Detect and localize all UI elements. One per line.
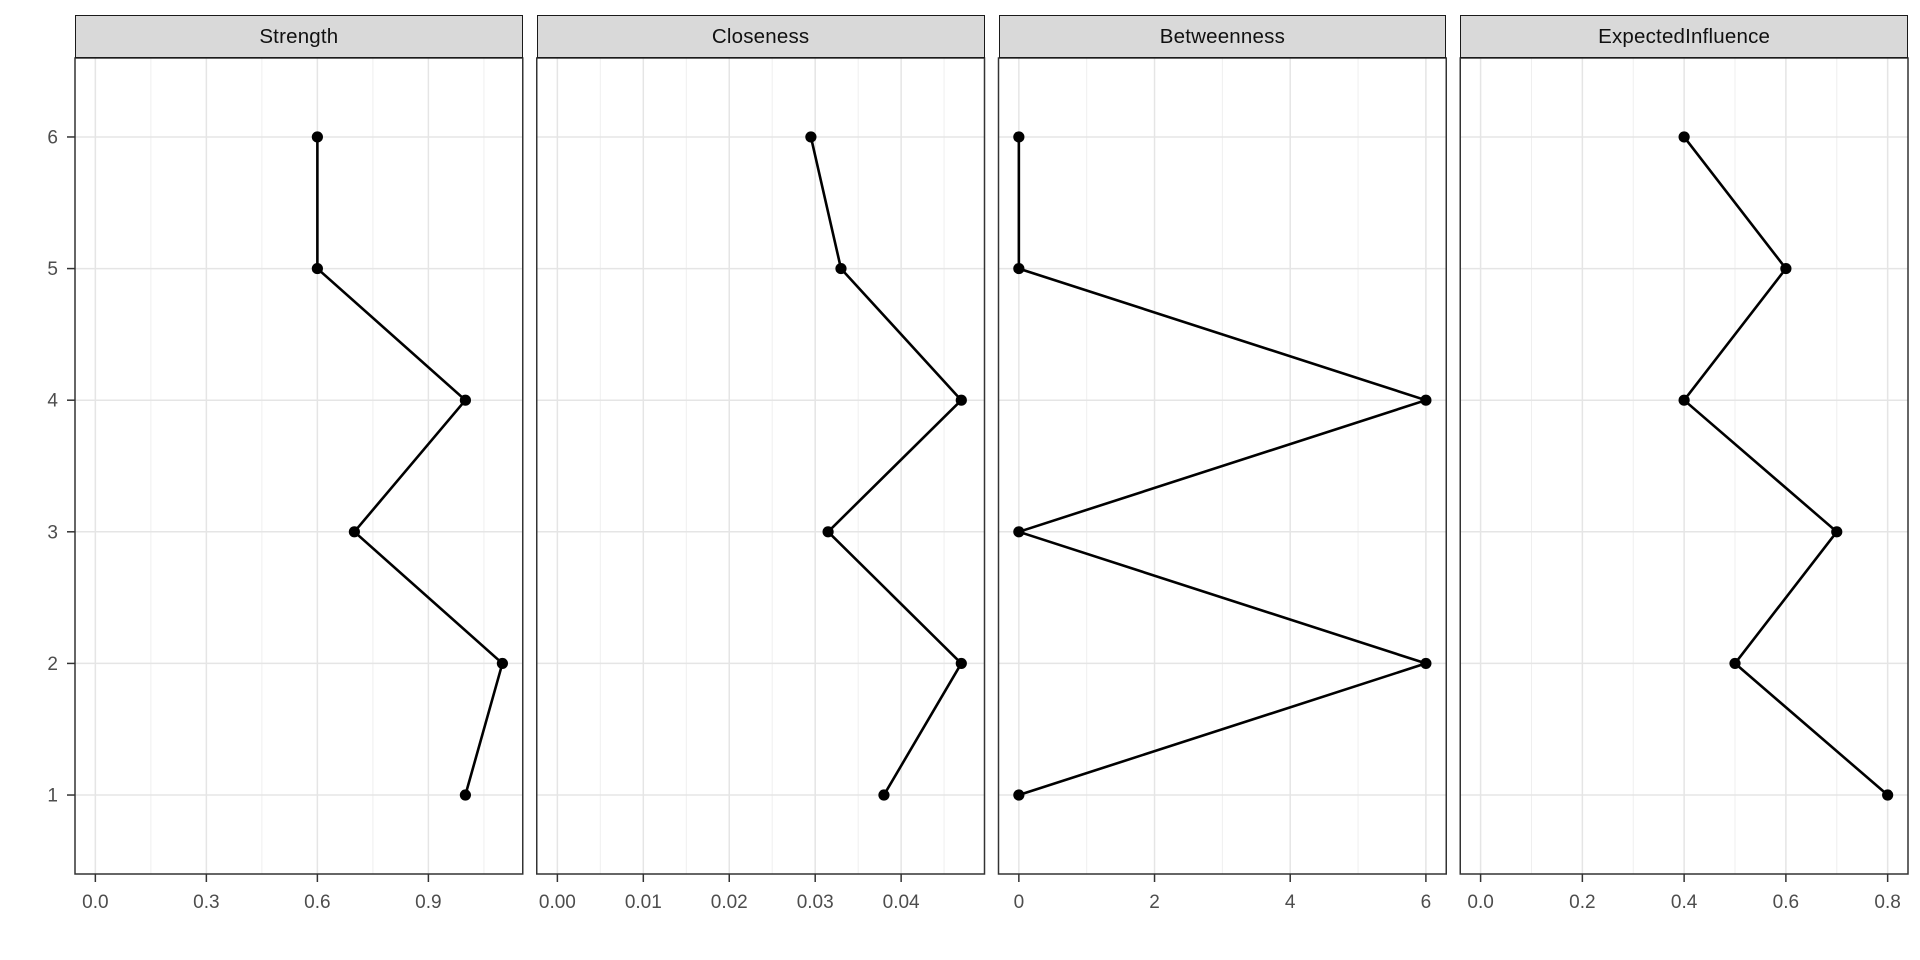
data-point [1780, 262, 1792, 275]
facet-title: Betweenness [1159, 24, 1286, 48]
x-axis-tick-label: 0.04 [883, 892, 920, 913]
data-point [1013, 131, 1025, 143]
x-axis-tick-label: 0.2 [1569, 892, 1595, 913]
data-point [1013, 789, 1025, 801]
y-axis-tick-label: 1 [47, 786, 58, 807]
data-point [878, 789, 890, 801]
x-axis-tick-label: 0.00 [539, 892, 576, 913]
x-axis-tick-label: 0.03 [797, 892, 834, 913]
y-axis-tick-label: 2 [47, 654, 58, 675]
data-point [496, 657, 508, 670]
series-line-strength [316, 135, 504, 797]
data-point [1831, 526, 1843, 538]
data-point [955, 394, 967, 406]
x-axis-tick-label: 2 [1149, 892, 1160, 913]
y-axis-tick-label: 4 [47, 391, 58, 412]
data-point [1729, 657, 1741, 670]
data-point [805, 131, 817, 143]
x-axis-tick-label: 0 [1014, 892, 1025, 913]
data-point [822, 526, 834, 538]
data-point [348, 526, 360, 538]
x-axis-tick-label: 0.01 [625, 892, 662, 913]
data-point [1013, 526, 1025, 538]
panel-border [536, 57, 986, 875]
x-axis-tick-label: 0.8 [1874, 892, 1900, 913]
x-axis-tick-label: 0.0 [82, 892, 108, 913]
facet-strip-strength: Strength [75, 15, 523, 58]
data-point [459, 789, 471, 801]
x-axis-tick-label: 4 [1285, 892, 1296, 913]
x-axis-tick-label: 6 [1421, 892, 1432, 913]
facet-strip-betweenness: Betweenness [998, 15, 1447, 58]
data-point [1420, 394, 1432, 406]
data-point [311, 131, 323, 143]
x-axis-tick-label: 0.0 [1467, 892, 1493, 913]
data-point [1678, 131, 1690, 143]
series-line-closeness [809, 135, 963, 797]
data-point [1678, 394, 1690, 406]
y-axis-tick-label: 6 [47, 127, 58, 148]
data-point [1420, 657, 1432, 670]
x-axis-tick-label: 0.9 [415, 892, 441, 913]
panel-border [74, 57, 524, 875]
x-axis-tick-label: 0.6 [1773, 892, 1799, 913]
data-point [1882, 789, 1894, 801]
x-axis-tick-label: 0.02 [711, 892, 748, 913]
x-axis-tick-label: 0.4 [1671, 892, 1698, 913]
data-point [1013, 262, 1025, 275]
y-axis-tick-label: 3 [47, 522, 58, 543]
series-line-expectedinfluence [1682, 135, 1889, 797]
data-point [835, 262, 847, 275]
facet-title: Closeness [711, 24, 810, 48]
y-axis-tick-label: 5 [47, 259, 58, 280]
data-point [955, 657, 967, 670]
series-line-betweenness [1017, 135, 1428, 797]
x-axis-tick-label: 0.6 [304, 892, 330, 913]
facet-title: Strength [259, 24, 339, 48]
data-point [311, 262, 323, 275]
facet-strip-expectedinfluence: ExpectedInfluence [1460, 15, 1908, 58]
panel-border [997, 57, 1447, 875]
x-axis-tick-label: 0.3 [193, 892, 219, 913]
data-point [459, 394, 471, 406]
facet-title: ExpectedInfluence [1598, 24, 1771, 48]
facet-strip-closeness: Closeness [536, 15, 985, 58]
